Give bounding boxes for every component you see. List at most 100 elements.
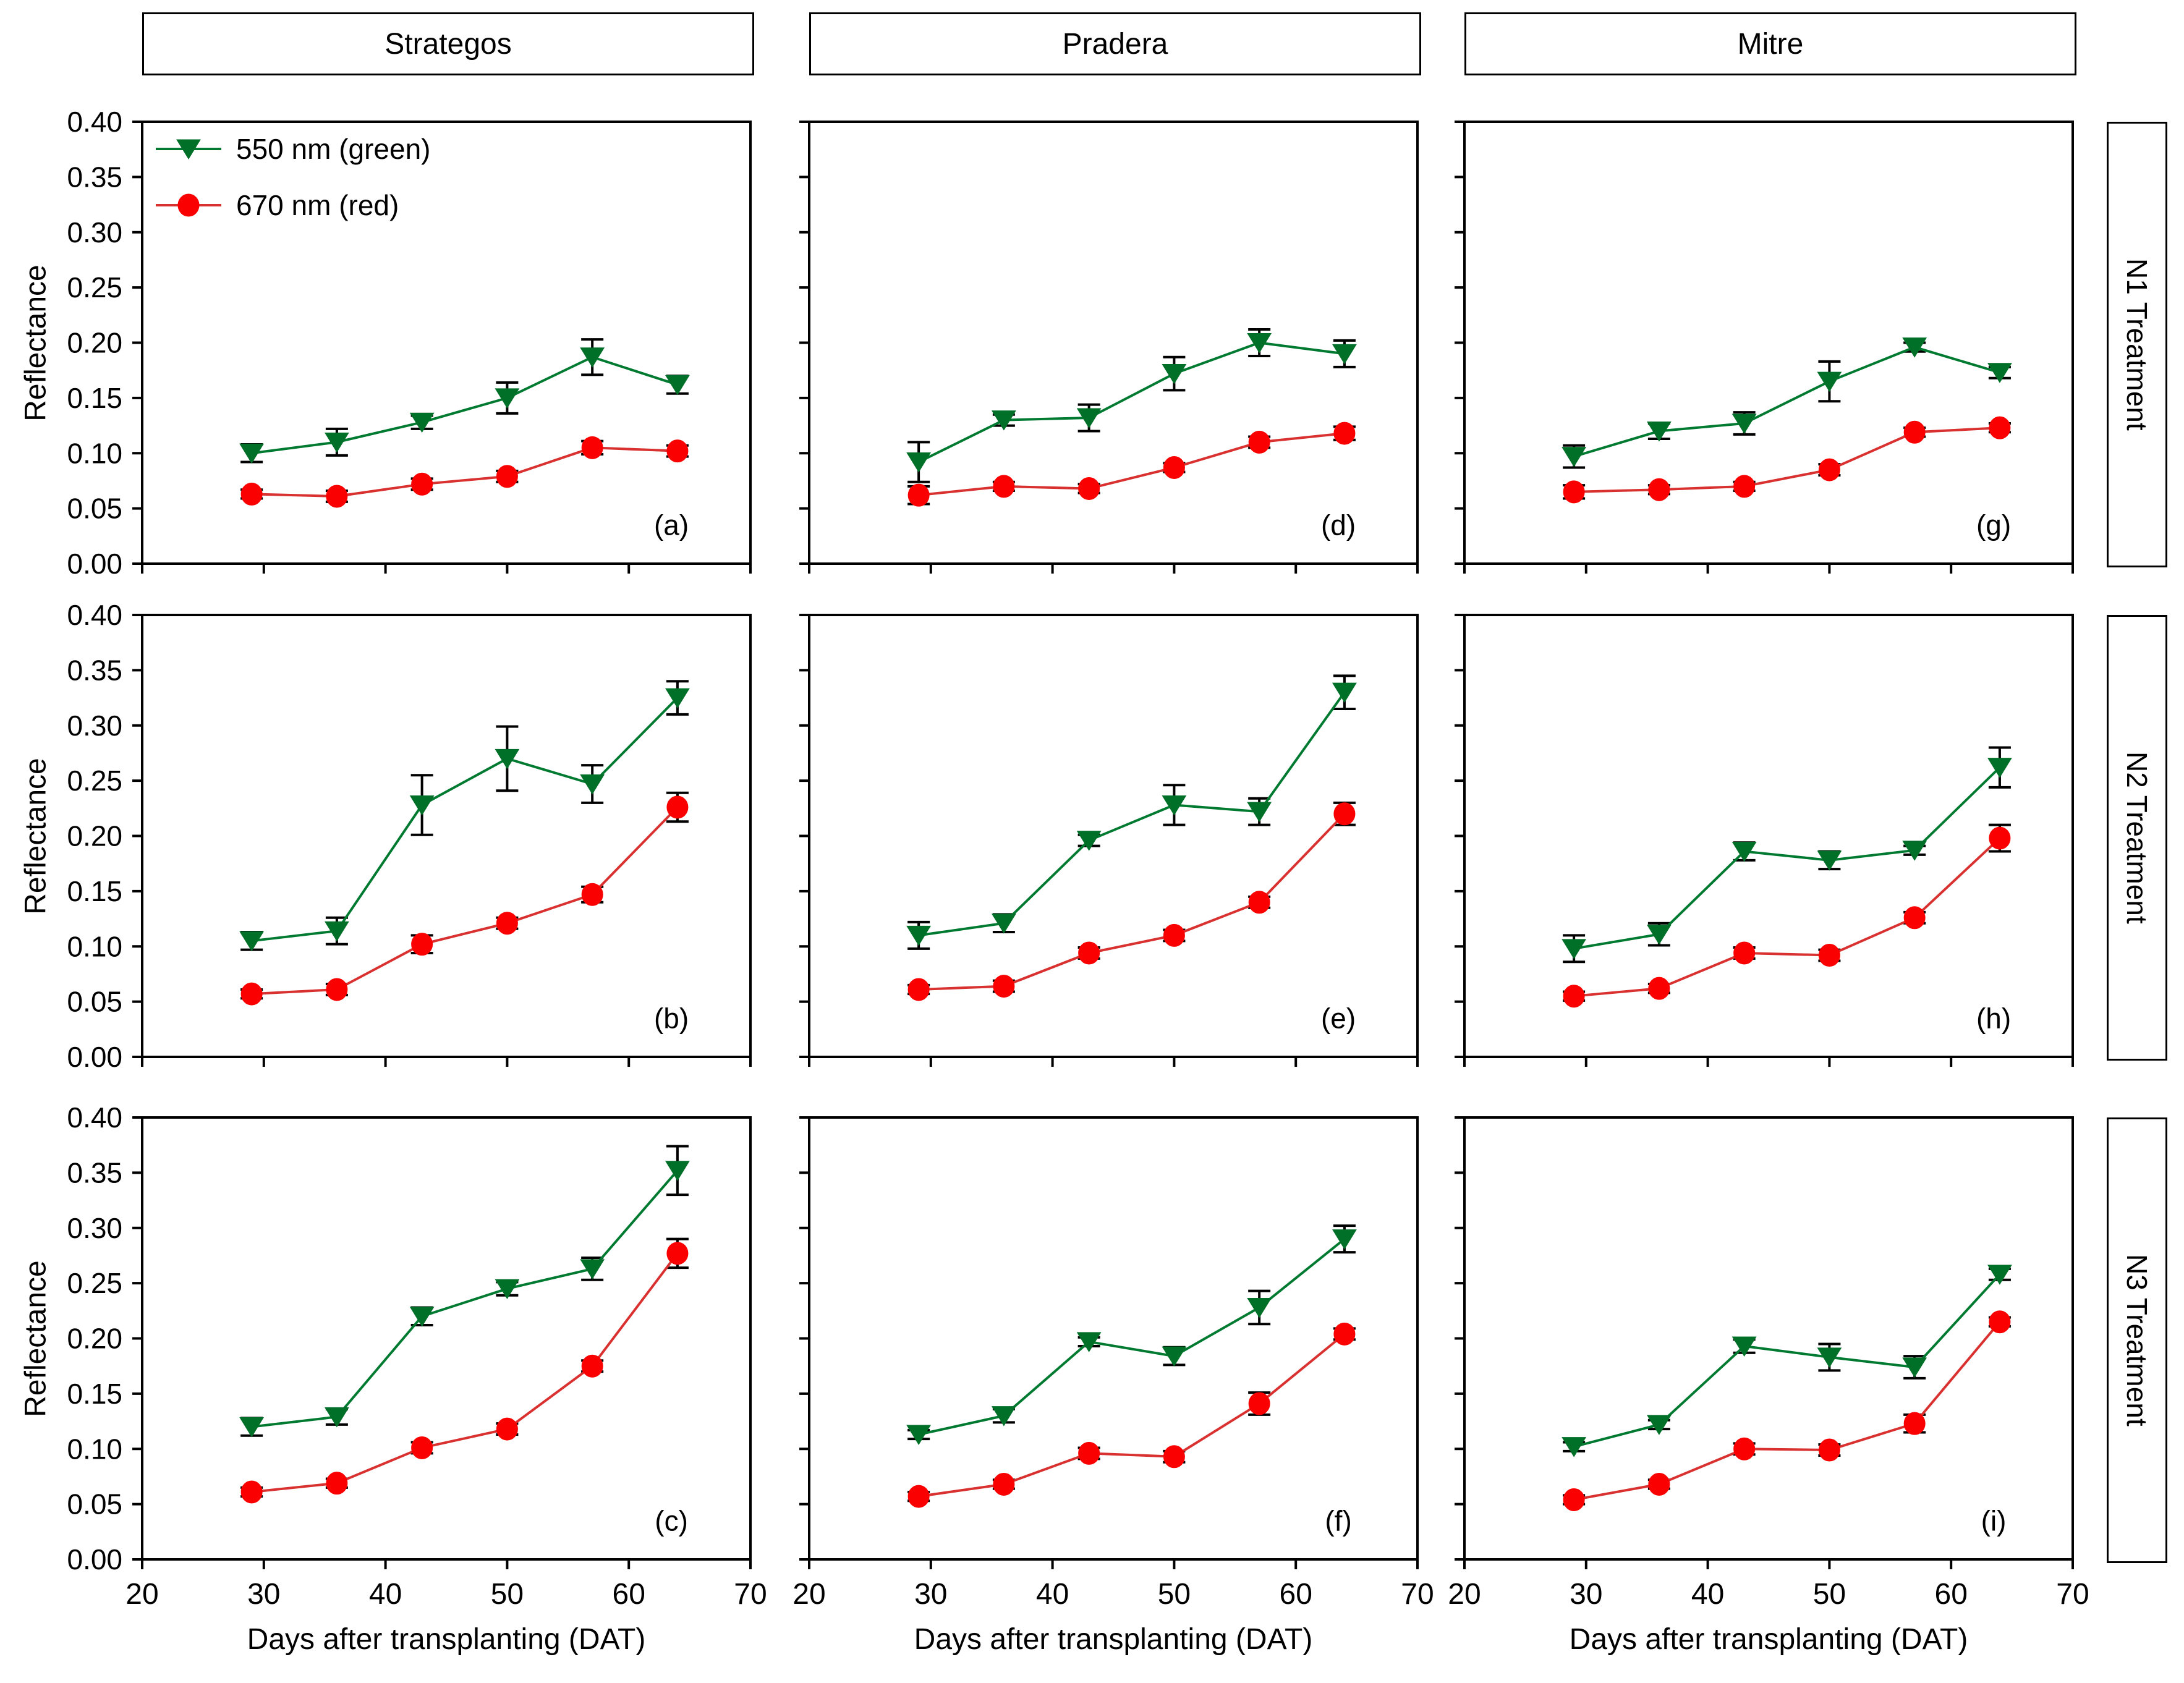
red-circle-marker (993, 475, 1015, 498)
row-label-n1-treatment: N1 Treatment (2107, 122, 2167, 567)
red-circle-marker (1989, 826, 2011, 850)
green-triangle-marker (1332, 1229, 1357, 1250)
green-triangle-marker (1162, 1346, 1187, 1367)
y-tick-label: 0.15 (67, 382, 122, 414)
red-series-line (1574, 426, 2000, 493)
panel-letter: (g) (1976, 509, 2011, 541)
x-tick-label: 30 (1570, 1578, 1602, 1611)
green-triangle-marker (409, 1307, 435, 1327)
red-circle-marker (240, 982, 263, 1006)
green-triangle-marker (906, 925, 932, 946)
red-circle-marker (1563, 985, 1585, 1008)
red-markers (907, 422, 1356, 507)
x-tick-label: 30 (914, 1578, 947, 1611)
panel-h-chart: (h) (1455, 614, 2074, 1067)
green-triangle-marker (1247, 1297, 1272, 1318)
green-error-bars (907, 674, 1356, 950)
x-tick-label: 70 (1401, 1578, 1434, 1611)
red-circle-marker (581, 436, 603, 459)
green-triangle-marker (495, 748, 520, 769)
row-label-text: N1 Treatment (2121, 258, 2153, 431)
green-triangle-marker (239, 1417, 265, 1438)
green-markers (906, 1229, 1357, 1445)
red-circle-marker (907, 483, 930, 507)
green-error-bars (240, 338, 689, 464)
red-circle-marker (1333, 1322, 1356, 1346)
green-triangle-marker (1817, 850, 1842, 871)
red-circle-marker (496, 912, 518, 935)
x-tick-label: 60 (613, 1578, 645, 1611)
panel-letter: (h) (1976, 1003, 2011, 1035)
green-triangle-marker (1562, 447, 1587, 467)
red-markers (240, 795, 689, 1006)
green-triangle-marker (1646, 422, 1672, 442)
panel-frame (141, 614, 752, 1058)
red-series-line (1573, 1321, 2001, 1501)
green-triangle-marker (1562, 939, 1587, 959)
green-triangle-marker (1076, 408, 1102, 429)
red-circle-marker (993, 1472, 1015, 1496)
red-circle-marker (240, 1480, 263, 1504)
red-circle-marker (1648, 478, 1670, 501)
y-tick-label: 0.05 (67, 493, 122, 525)
red-circle-marker (581, 1354, 603, 1378)
panel-frame (808, 1116, 1419, 1561)
red-series-line (252, 806, 679, 996)
red-circle-marker (496, 1417, 518, 1441)
green-triangle-marker (580, 774, 605, 795)
panel-frame (1463, 121, 2074, 565)
row-label-text: N3 Treatment (2121, 1254, 2153, 1427)
red-error-bars (240, 439, 689, 503)
red-circle-marker (1163, 923, 1185, 947)
red-circle-marker (1733, 941, 1756, 965)
green-triangle-marker (495, 388, 520, 409)
red-circle-marker (1078, 941, 1100, 965)
green-triangle-marker (991, 1406, 1016, 1427)
green-markers (239, 1161, 690, 1438)
green-markers (239, 347, 690, 464)
green-series-line (251, 355, 678, 455)
legend-label: 550 nm (green) (236, 133, 431, 165)
green-triangle-marker (1332, 344, 1357, 365)
green-triangle-marker (1562, 1437, 1587, 1457)
panel-letter: (i) (1981, 1505, 2007, 1537)
green-triangle-marker (991, 410, 1016, 431)
y-tick-label: 0.35 (67, 1156, 122, 1189)
red-circle-marker (1078, 477, 1100, 500)
red-circle-marker (326, 978, 348, 1001)
green-triangle-marker (665, 375, 690, 396)
green-triangle-marker (665, 1161, 690, 1181)
red-circle-marker (1248, 1392, 1270, 1415)
y-tick-label: 0.00 (67, 548, 122, 580)
red-series-line (251, 1252, 679, 1493)
x-tick-label: 20 (1448, 1578, 1481, 1611)
panel-letter: (c) (655, 1505, 688, 1537)
panel-frame (141, 1116, 752, 1561)
green-series-line (918, 691, 1346, 937)
panel-e-chart: (e) (799, 614, 1419, 1067)
panel-frame (808, 614, 1419, 1058)
green-triangle-marker (409, 795, 435, 816)
green-triangle-marker (1731, 1336, 1757, 1357)
red-circle-marker (1163, 456, 1185, 479)
red-error-bars (907, 801, 1356, 996)
red-markers (240, 436, 689, 508)
y-tick-label: 0.40 (67, 1101, 122, 1134)
y-tick-label: 0.10 (67, 437, 122, 469)
green-triangle-marker (1076, 831, 1102, 851)
red-circle-marker (1989, 416, 2011, 439)
green-triangle-marker (1902, 841, 1927, 861)
x-axis-title-col2: Days after transplanting (DAT) (914, 1622, 1313, 1656)
green-triangle-marker (906, 1425, 932, 1445)
red-circle-marker (240, 482, 263, 506)
red-circle-marker (1989, 1310, 2011, 1334)
y-tick-label: 0.20 (67, 327, 122, 359)
red-circle-marker (1563, 1488, 1585, 1511)
y-tick-label: 0.25 (67, 271, 122, 303)
red-error-bars (240, 791, 689, 1000)
red-circle-marker (1078, 1441, 1100, 1465)
column-header-mitre: Mitre (1464, 12, 2076, 75)
red-circle-marker (1248, 891, 1270, 914)
red-circle-marker (326, 485, 348, 508)
